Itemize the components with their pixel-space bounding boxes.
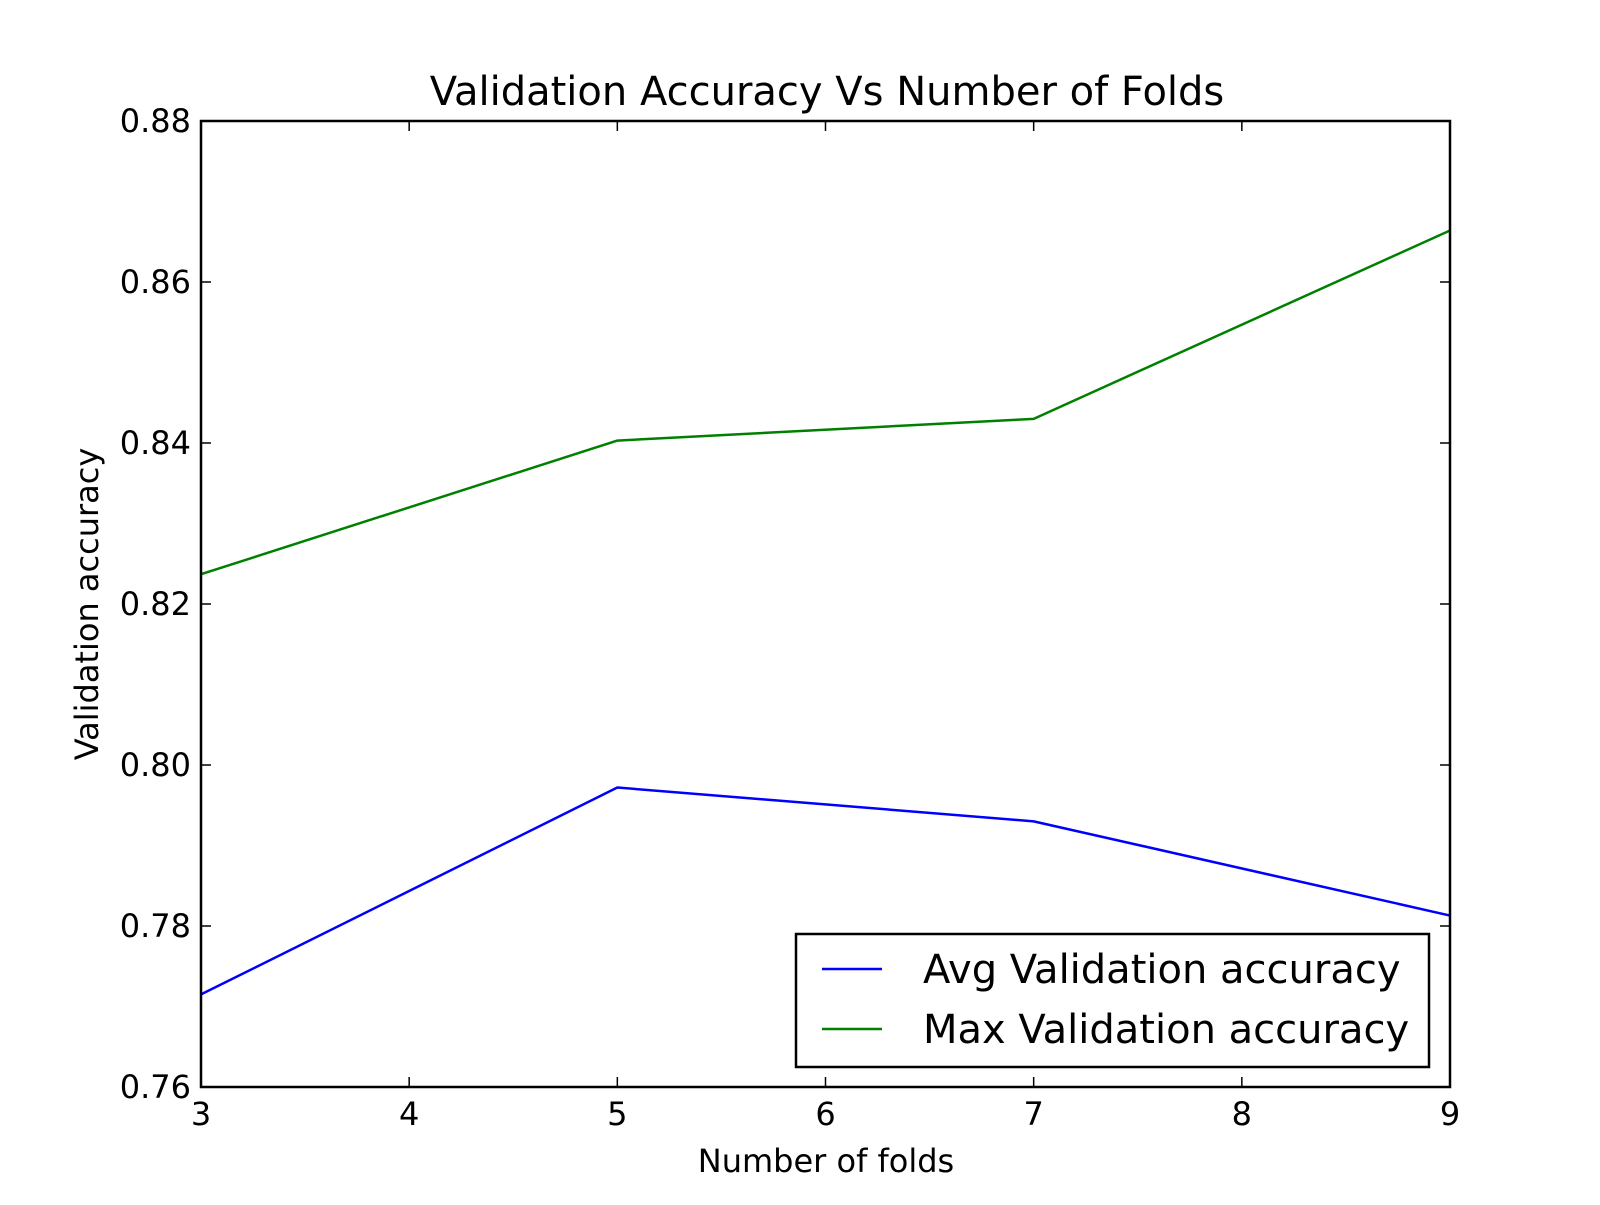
y-tick-label: 0.82 (120, 585, 191, 623)
y-tick-label: 0.78 (120, 907, 191, 945)
series-line-max (201, 230, 1450, 574)
legend-label: Max Validation accuracy (923, 1007, 1409, 1053)
x-axis-label: Number of folds (698, 1142, 954, 1180)
x-tick-label: 8 (1232, 1095, 1252, 1133)
x-tick-label: 4 (399, 1095, 419, 1133)
y-axis-label: Validation accuracy (68, 448, 106, 761)
y-tick-label: 0.80 (120, 746, 191, 784)
y-tick-label: 0.76 (120, 1068, 191, 1106)
series-layer (201, 230, 1450, 994)
y-tick-label: 0.84 (120, 424, 191, 462)
x-tick-label: 7 (1023, 1095, 1043, 1133)
x-tick-label: 5 (607, 1095, 627, 1133)
y-tick-label: 0.88 (120, 102, 191, 140)
x-tick-label: 3 (191, 1095, 211, 1133)
legend-label: Avg Validation accuracy (923, 947, 1401, 993)
x-tick-label: 9 (1440, 1095, 1460, 1133)
legend: Avg Validation accuracy Max Validation ac… (796, 934, 1429, 1067)
x-tick-label: 6 (815, 1095, 835, 1133)
y-tick-label: 0.86 (120, 263, 191, 301)
chart-title: Validation Accuracy Vs Number of Folds (430, 69, 1225, 115)
